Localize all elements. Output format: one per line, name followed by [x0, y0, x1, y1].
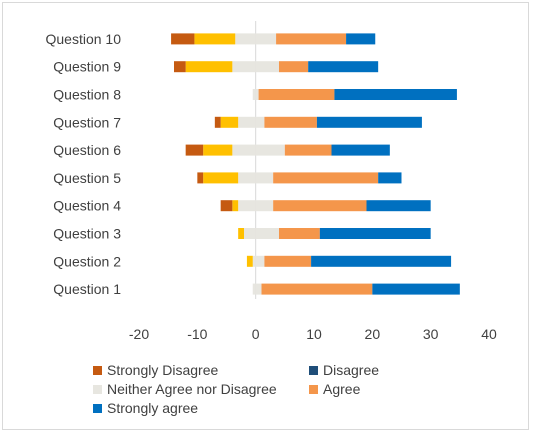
bar-neutral-negative — [238, 116, 256, 128]
bar-neutral-negative — [235, 33, 256, 45]
bar-strongly-agree — [331, 144, 390, 156]
bar-neutral-negative — [232, 144, 256, 156]
bar-strongly-agree — [346, 33, 376, 45]
bar-neutral-positive — [255, 228, 279, 239]
category-label: Question 1 — [53, 281, 121, 297]
legend-swatch — [93, 404, 102, 413]
likert-bar-chart: Question 1 Question 2 Question 3 Question 4… — [46, 21, 497, 416]
legend-swatch — [93, 366, 102, 375]
bar-neutral-negative — [238, 200, 256, 212]
legend-swatch — [309, 385, 318, 394]
bar-agree — [264, 116, 317, 128]
bar-strongly-agree — [316, 116, 422, 128]
bar-disagree — [232, 200, 239, 212]
legend-label: Strongly Disagree — [107, 362, 218, 378]
bar-agree — [261, 283, 373, 295]
bar-neutral-negative — [244, 228, 256, 239]
bar-strongly-disagree — [185, 144, 204, 156]
bar-neutral-positive — [255, 172, 274, 184]
bar-strongly-disagree — [214, 116, 221, 128]
bar-neutral-positive — [255, 144, 285, 156]
legend-swatch — [93, 385, 102, 394]
x-tick-label: 40 — [481, 326, 497, 342]
bar-disagree — [246, 255, 253, 267]
bar-neutral-negative — [252, 255, 256, 267]
bar-strongly-agree — [366, 200, 431, 212]
legend-swatch — [309, 366, 318, 375]
legend-label: Strongly agree — [107, 400, 198, 416]
category-label: Question 9 — [53, 59, 121, 75]
legend-label: Neither Agree nor Disagree — [107, 381, 277, 397]
bar-neutral-positive — [255, 200, 274, 212]
bar-neutral-positive — [255, 255, 265, 267]
bar-strongly-agree — [372, 283, 460, 295]
x-tick-label: 30 — [423, 326, 439, 342]
bar-neutral-positive — [255, 283, 262, 295]
bar-neutral-positive — [255, 116, 265, 128]
bar-disagree — [203, 144, 233, 156]
legend-label: Agree — [323, 381, 361, 397]
bar-disagree — [238, 228, 244, 239]
bar-neutral-negative — [238, 172, 256, 184]
category-label: Question 4 — [53, 198, 121, 214]
bar-disagree — [185, 61, 233, 73]
bar-strongly-disagree — [220, 200, 233, 212]
bar-disagree — [203, 172, 239, 184]
bar-strongly-agree — [308, 61, 379, 73]
bar-agree — [276, 33, 347, 45]
bar-disagree — [194, 33, 236, 45]
category-label: Question 2 — [53, 253, 121, 269]
bar-strongly-agree — [319, 228, 431, 239]
x-tick-label: -20 — [129, 326, 149, 342]
category-label: Question 10 — [46, 31, 122, 47]
bar-neutral-negative — [252, 89, 256, 100]
bar-agree — [264, 255, 312, 267]
bar-neutral-positive — [255, 89, 259, 100]
bar-agree — [284, 144, 332, 156]
bar-strongly-disagree — [197, 172, 204, 184]
bar-strongly-disagree — [174, 61, 186, 73]
category-label: Question 5 — [53, 170, 121, 186]
bar-strongly-agree — [334, 89, 457, 100]
category-label: Question 3 — [53, 226, 121, 242]
bar-agree — [273, 200, 367, 212]
bar-agree — [279, 228, 320, 239]
bar-agree — [273, 172, 379, 184]
bar-neutral-positive — [255, 33, 277, 45]
x-tick-label: 20 — [365, 326, 381, 342]
chart-frame: Question 1 Question 2 Question 3 Question 4… — [2, 2, 529, 430]
bar-agree — [279, 61, 309, 73]
legend-label: Disagree — [323, 362, 379, 378]
x-tick-label: 0 — [252, 326, 260, 342]
x-tick-label: -10 — [187, 326, 207, 342]
bar-neutral-negative — [252, 283, 256, 295]
bar-strongly-agree — [311, 255, 452, 267]
bar-neutral-negative — [232, 61, 256, 73]
category-label: Question 6 — [53, 142, 121, 158]
category-label: Question 7 — [53, 114, 121, 130]
category-label: Question 8 — [53, 87, 121, 103]
bar-agree — [258, 89, 335, 100]
x-tick-label: 10 — [306, 326, 322, 342]
bar-neutral-positive — [255, 61, 279, 73]
bar-disagree — [220, 116, 239, 128]
bar-strongly-agree — [378, 172, 402, 184]
bar-strongly-disagree — [171, 33, 195, 45]
